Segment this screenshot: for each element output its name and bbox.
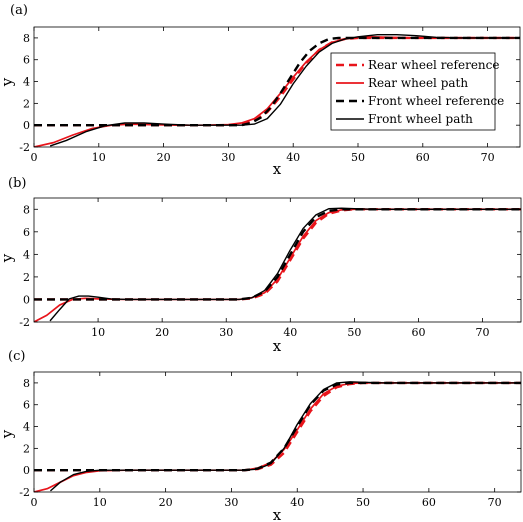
series-front-wheel-path: [49, 381, 521, 492]
y-tick-label: 0: [23, 119, 30, 132]
x-tick-label: 30: [224, 496, 238, 509]
panel-label: (b): [8, 176, 26, 191]
y-tick-label: 4: [23, 76, 30, 89]
series-rear-wheel-path: [34, 208, 521, 322]
y-tick-label: 0: [23, 464, 30, 477]
x-tick-label: 60: [416, 151, 430, 164]
panel-label: (c): [8, 349, 25, 364]
axes-frame: [33, 26, 521, 148]
series-rear-wheel-path: [34, 382, 521, 492]
x-tick-label: 20: [157, 151, 171, 164]
x-tick-label: 50: [351, 151, 365, 164]
legend-box: [330, 52, 496, 131]
series-group: [34, 33, 520, 147]
x-tick-label: 20: [155, 326, 169, 339]
axes-frame: [33, 371, 522, 493]
x-tick-label: 70: [488, 496, 502, 509]
y-tick-label: 2: [23, 271, 30, 284]
x-tick-label: 10: [93, 496, 107, 509]
panel-label: (a): [10, 3, 28, 18]
y-tick-label: -2: [19, 316, 30, 329]
series-group: [34, 381, 521, 492]
y-tick-label: -2: [19, 486, 30, 499]
series-front-wheel-path: [49, 207, 521, 322]
x-tick-label: 60: [411, 326, 425, 339]
series-front-wheel-path: [49, 33, 520, 147]
series-front-wheel-reference: [34, 208, 521, 301]
x-tick-label: 60: [422, 496, 436, 509]
series-front-wheel-reference: [34, 36, 520, 127]
legend-label: Rear wheel reference: [368, 58, 499, 72]
y-tick-label: 8: [23, 32, 30, 45]
series-group: [34, 207, 521, 322]
y-tick-label: 6: [23, 399, 30, 412]
x-tick-label: 0: [31, 496, 38, 509]
y-tick-label: 2: [23, 442, 30, 455]
x-tick-label: 50: [356, 496, 370, 509]
x-tick-label: 30: [221, 151, 235, 164]
axes-frame: [33, 197, 522, 323]
x-tick-label: 10: [91, 326, 105, 339]
legend-label: Front wheel path: [368, 112, 473, 126]
legend-label: Front wheel reference: [368, 94, 504, 108]
x-tick-label: 0: [31, 151, 38, 164]
x-tick-label: 40: [290, 496, 304, 509]
x-tick-label: 40: [286, 151, 300, 164]
y-tick-label: 8: [23, 203, 30, 216]
series-rear-wheel-reference: [34, 208, 521, 301]
y-tick-label: 6: [23, 226, 30, 239]
x-axis-label: x: [273, 160, 282, 178]
y-tick-label: 4: [23, 248, 30, 261]
x-tick-label: 70: [481, 151, 495, 164]
x-tick-label: 70: [476, 326, 490, 339]
x-tick-label: 30: [219, 326, 233, 339]
x-tick-label: 20: [159, 496, 173, 509]
legend: Rear wheel reference Rear wheel path Front…: [330, 52, 504, 131]
y-tick-label: -2: [19, 141, 30, 154]
x-tick-label: 10: [92, 151, 106, 164]
y-axis-label: y: [0, 253, 16, 263]
y-tick-label: 0: [23, 293, 30, 306]
x-tick-label: 50: [347, 326, 361, 339]
y-axis-label: y: [0, 429, 16, 439]
x-axis-label: x: [273, 337, 282, 355]
panel-2: 10 20 30 40 50 60 70 -2 0 2 4 6 8 (b) x y: [0, 176, 522, 355]
legend-label: Rear wheel path: [368, 76, 468, 90]
x-tick-label: 40: [283, 326, 297, 339]
y-tick-label: 4: [23, 421, 30, 434]
y-axis-label: y: [0, 77, 16, 87]
y-tick-label: 6: [23, 54, 30, 67]
y-tick-label: 2: [23, 97, 30, 110]
y-tick-label: 8: [23, 377, 30, 390]
x-axis-label: x: [273, 506, 282, 522]
